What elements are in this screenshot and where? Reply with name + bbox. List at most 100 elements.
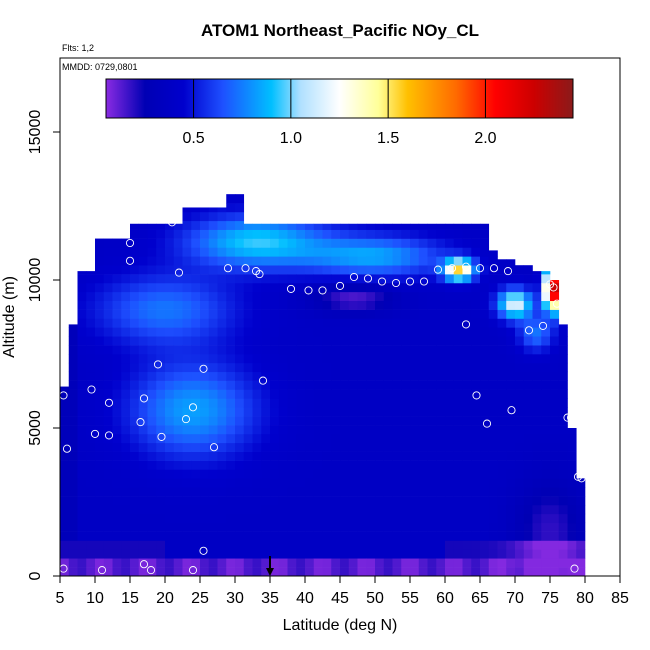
heatmap-cell xyxy=(480,291,490,302)
heatmap-cell xyxy=(121,336,131,346)
heatmap-cell xyxy=(86,478,96,488)
heatmap-cell xyxy=(401,318,411,328)
heatmap-cell xyxy=(60,567,70,576)
heatmap-cell xyxy=(331,416,341,426)
heatmap-cell xyxy=(296,265,306,275)
heatmap-cell xyxy=(165,291,175,302)
heatmap-cell xyxy=(130,425,140,435)
heatmap-cell xyxy=(77,567,87,576)
heatmap-cell xyxy=(243,354,253,364)
heatmap-cell xyxy=(165,318,175,328)
heatmap-cell xyxy=(515,558,525,568)
heatmap-cell xyxy=(103,380,113,390)
heatmap-cell xyxy=(322,300,332,310)
heatmap-cell xyxy=(261,318,271,328)
heatmap-cell xyxy=(331,282,341,293)
heatmap-cell xyxy=(480,487,490,497)
heatmap-cell xyxy=(348,274,358,284)
heatmap-cell xyxy=(173,531,183,541)
heatmap-cell xyxy=(340,362,350,373)
heatmap-cell xyxy=(208,558,218,568)
heatmap-cell xyxy=(558,549,568,559)
x-tick-label: 25 xyxy=(191,590,209,607)
heatmap-cell xyxy=(497,345,507,355)
heatmap-cell xyxy=(523,274,533,284)
heatmap-cell xyxy=(270,522,280,532)
heatmap-cell xyxy=(200,522,210,532)
heatmap-cell xyxy=(523,567,533,576)
heatmap-cell xyxy=(112,380,122,390)
heatmap-cell xyxy=(270,460,280,470)
heatmap-cell xyxy=(558,522,568,532)
heatmap-cell xyxy=(68,371,78,381)
heatmap-cell xyxy=(217,318,227,328)
x-tick-label: 55 xyxy=(401,590,419,607)
heatmap-cell xyxy=(541,291,551,302)
heatmap-cell xyxy=(453,238,463,248)
heatmap-cell xyxy=(497,282,507,293)
heatmap-cell xyxy=(147,354,157,364)
heatmap-cell xyxy=(208,460,218,470)
heatmap-cell xyxy=(103,487,113,497)
heatmap-cell xyxy=(410,345,420,355)
heatmap-cell xyxy=(366,238,376,248)
heatmap-cell xyxy=(331,513,341,524)
heatmap-cell xyxy=(243,380,253,390)
heatmap-cell xyxy=(103,451,113,461)
heatmap-cell xyxy=(427,531,437,541)
heatmap-cell xyxy=(313,256,323,266)
heatmap-cell xyxy=(313,442,323,452)
heatmap-cell xyxy=(182,433,192,444)
heatmap-cell xyxy=(532,274,542,284)
heatmap-cell xyxy=(305,327,315,337)
heatmap-cell xyxy=(506,309,516,319)
heatmap-cell xyxy=(173,354,183,364)
heatmap-cell xyxy=(418,531,428,541)
heatmap-cell xyxy=(427,567,437,576)
heatmap-cell xyxy=(77,513,87,524)
heatmap-cell xyxy=(410,318,420,328)
heatmap-cell xyxy=(515,380,525,390)
heatmap-cell xyxy=(392,496,402,506)
heatmap-cell xyxy=(331,425,341,435)
heatmap-cell xyxy=(165,282,175,293)
observation-point xyxy=(139,394,149,403)
heatmap-cell xyxy=(436,504,446,515)
heatmap-cell xyxy=(261,247,271,257)
heatmap-cell xyxy=(243,531,253,541)
heatmap-cell xyxy=(60,469,70,479)
heatmap-cell xyxy=(77,336,87,346)
heatmap-cell xyxy=(480,433,490,444)
heatmap-cell xyxy=(226,425,236,435)
heatmap-cell xyxy=(278,336,288,346)
x-axis: 5 10 15 20 25 30 35 40 45 50 55 60 65 70 75 80 85 xyxy=(56,576,629,607)
heatmap-cell xyxy=(200,291,210,302)
heatmap-cell xyxy=(165,223,175,230)
heatmap-cell xyxy=(410,265,420,275)
heatmap-cell xyxy=(208,327,218,337)
heatmap-cell xyxy=(252,513,262,524)
heatmap-cell xyxy=(357,487,367,497)
heatmap-cell xyxy=(383,362,393,373)
heatmap-cell xyxy=(138,327,148,337)
heatmap-cell xyxy=(340,354,350,364)
heatmap-cell xyxy=(270,318,280,328)
heatmap-cell xyxy=(322,549,332,559)
heatmap-cell xyxy=(357,513,367,524)
heatmap-cell xyxy=(462,371,472,381)
heatmap-cell xyxy=(445,567,455,576)
heatmap-cell xyxy=(252,265,262,275)
heatmap-cell xyxy=(375,531,385,541)
heatmap-cell xyxy=(130,469,140,479)
heatmap-cell xyxy=(462,291,472,302)
heatmap-cell xyxy=(200,540,210,550)
observation-point xyxy=(573,472,583,481)
heatmap-cell xyxy=(541,327,551,337)
heatmap-cell xyxy=(383,229,393,239)
heatmap-cell xyxy=(68,327,78,337)
heatmap-cell xyxy=(252,282,262,293)
heatmap-cell xyxy=(261,416,271,426)
heatmap-cell xyxy=(322,487,332,497)
heatmap-cell xyxy=(77,274,87,284)
heatmap-cell xyxy=(418,496,428,506)
